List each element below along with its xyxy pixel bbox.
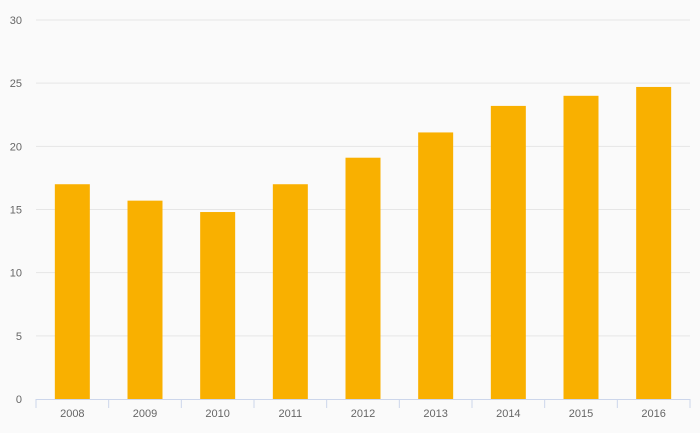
y-tick-label: 10 <box>10 268 22 280</box>
bar-2016[interactable] <box>636 86 672 399</box>
x-tick-label: 2009 <box>133 408 157 420</box>
bar-2012[interactable] <box>345 157 381 399</box>
x-tick-label: 2016 <box>641 408 665 420</box>
x-tick-label: 2008 <box>60 408 84 420</box>
bar-2008[interactable] <box>54 184 90 399</box>
y-axis: 0 5 10 15 20 25 30 <box>10 15 22 406</box>
x-tick-label: 2010 <box>205 408 229 420</box>
y-tick-label: 25 <box>10 78 22 90</box>
x-tick-label: 2014 <box>496 408 520 420</box>
x-tick-label: 2015 <box>569 408 593 420</box>
x-tick-label: 2013 <box>423 408 447 420</box>
x-tick-label: 2011 <box>279 408 303 420</box>
bar-2011[interactable] <box>272 184 308 399</box>
bar-2010[interactable] <box>200 212 236 399</box>
x-tick-label: 2012 <box>351 408 375 420</box>
bar-2013[interactable] <box>418 132 454 400</box>
y-tick-label: 5 <box>16 331 22 343</box>
bar-2009[interactable] <box>127 200 163 399</box>
y-tick-label: 0 <box>16 394 22 406</box>
bar-series <box>54 86 672 400</box>
y-tick-label: 15 <box>10 205 22 217</box>
x-axis: 2008 2009 2010 2011 2012 2013 2014 2015 2016 <box>35 399 691 420</box>
bar-2014[interactable] <box>490 105 526 399</box>
y-tick-label: 20 <box>10 141 22 153</box>
bar-2015[interactable] <box>563 95 599 400</box>
y-tick-label: 30 <box>10 15 22 27</box>
